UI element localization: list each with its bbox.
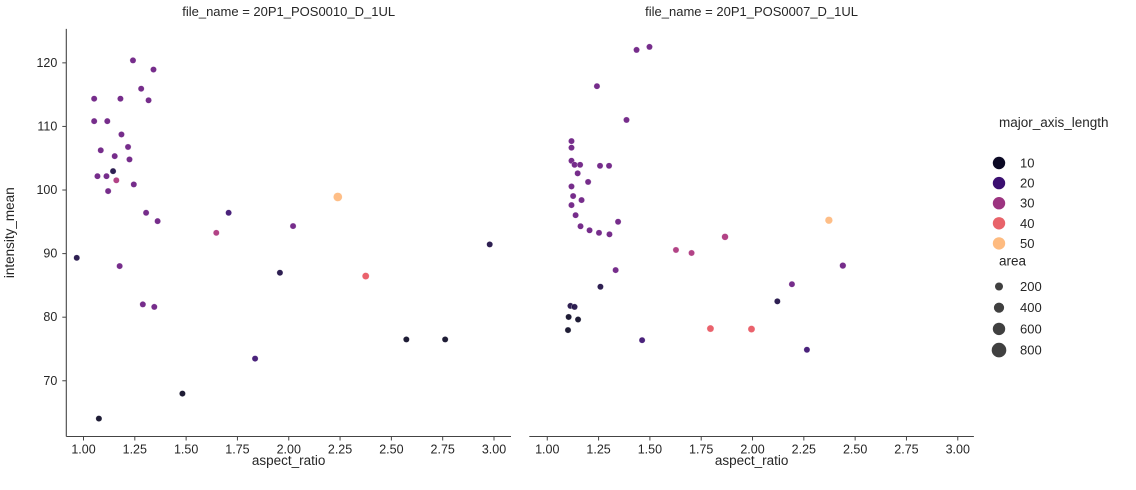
- svg-text:20: 20: [1020, 176, 1034, 191]
- svg-text:1.25: 1.25: [586, 443, 610, 457]
- svg-text:aspect_ratio: aspect_ratio: [715, 453, 789, 468]
- svg-text:intensity_mean: intensity_mean: [2, 187, 17, 278]
- svg-text:1.00: 1.00: [71, 443, 95, 457]
- svg-text:50: 50: [1020, 236, 1034, 251]
- svg-text:90: 90: [43, 247, 57, 261]
- svg-text:2.75: 2.75: [894, 443, 918, 457]
- svg-text:2.25: 2.25: [792, 443, 816, 457]
- svg-text:40: 40: [1020, 216, 1034, 231]
- svg-text:800: 800: [1020, 343, 1042, 358]
- svg-text:80: 80: [43, 310, 57, 324]
- svg-text:2.50: 2.50: [843, 443, 867, 457]
- svg-text:1.25: 1.25: [123, 443, 147, 457]
- svg-text:2.25: 2.25: [328, 443, 352, 457]
- svg-text:3.00: 3.00: [946, 443, 970, 457]
- svg-text:200: 200: [1020, 279, 1042, 294]
- svg-text:3.00: 3.00: [482, 443, 506, 457]
- svg-text:aspect_ratio: aspect_ratio: [252, 453, 326, 468]
- svg-text:1.50: 1.50: [174, 443, 198, 457]
- svg-text:100: 100: [36, 183, 57, 197]
- svg-text:10: 10: [1020, 156, 1034, 171]
- svg-text:600: 600: [1020, 321, 1042, 336]
- svg-text:30: 30: [1020, 196, 1034, 211]
- svg-text:70: 70: [43, 374, 57, 388]
- svg-text:file_name = 20P1_POS0007_D_1UL: file_name = 20P1_POS0007_D_1UL: [645, 4, 858, 19]
- svg-text:1.75: 1.75: [689, 443, 713, 457]
- svg-text:400: 400: [1020, 300, 1042, 315]
- svg-text:file_name = 20P1_POS0010_D_1UL: file_name = 20P1_POS0010_D_1UL: [182, 4, 395, 19]
- svg-text:1.75: 1.75: [225, 443, 249, 457]
- svg-text:2.50: 2.50: [379, 443, 403, 457]
- svg-text:110: 110: [37, 119, 57, 133]
- svg-text:2.75: 2.75: [431, 443, 455, 457]
- svg-text:120: 120: [36, 56, 57, 70]
- svg-text:1.00: 1.00: [535, 443, 559, 457]
- svg-text:major_axis_length: major_axis_length: [999, 115, 1109, 130]
- svg-text:area: area: [999, 254, 1027, 269]
- svg-text:1.50: 1.50: [638, 443, 662, 457]
